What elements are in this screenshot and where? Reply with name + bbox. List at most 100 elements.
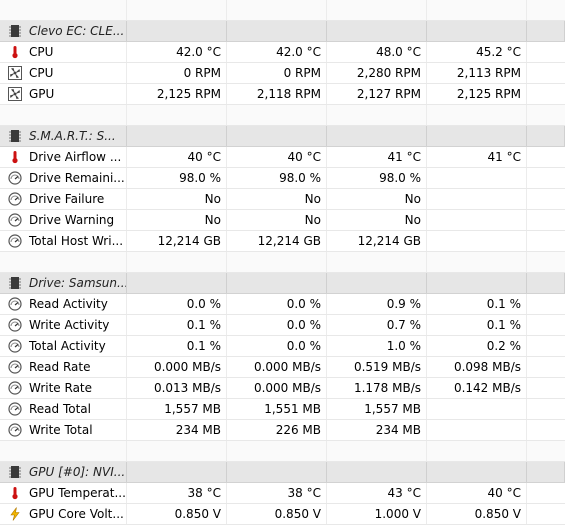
current-value: No (127, 210, 227, 230)
empty-cell (0, 441, 127, 461)
empty-cell (527, 126, 565, 146)
max-value: 2,127 RPM (327, 84, 427, 104)
empty-cell (527, 0, 565, 20)
empty-cell (0, 252, 127, 272)
min-value: 1,551 MB (227, 399, 327, 419)
gauge-icon (8, 171, 22, 185)
current-value: 1,557 MB (127, 399, 227, 419)
sensor-row[interactable]: Write Rate 0.013 MB/s 0.000 MB/s 1.178 MB/s… (0, 378, 565, 399)
average-value (427, 105, 527, 125)
current-value: 0.0 % (127, 294, 227, 314)
chip-icon (8, 276, 22, 290)
max-value: 48.0 °C (327, 42, 427, 62)
average-value: 2,113 RPM (427, 63, 527, 83)
average-value: 0.142 MB/s (427, 378, 527, 398)
sensor-label: Drive Remaini... (29, 171, 125, 185)
average-value: 40 °C (427, 483, 527, 503)
min-value: 0.000 MB/s (227, 378, 327, 398)
max-value: 1.0 % (327, 336, 427, 356)
sensor-label: Read Rate (29, 360, 91, 374)
max-value: No (327, 189, 427, 209)
min-value (227, 441, 327, 461)
sensor-label: GPU Core Volt... (29, 507, 124, 521)
sensor-row[interactable]: GPU 2,125 RPM 2,118 RPM 2,127 RPM 2,125 RPM (0, 84, 565, 105)
average-value: 0.2 % (427, 336, 527, 356)
current-value (127, 252, 227, 272)
thermometer-icon (8, 486, 22, 500)
max-value (327, 105, 427, 125)
min-value: No (227, 189, 327, 209)
average-value: 0.850 V (427, 504, 527, 524)
sensor-label: CPU (29, 66, 54, 80)
sensor-row[interactable]: CPU 0 RPM 0 RPM 2,280 RPM 2,113 RPM (0, 63, 565, 84)
empty-cell (527, 273, 565, 293)
average-value (427, 462, 527, 482)
sensor-row[interactable]: Drive Warning No No No (0, 210, 565, 231)
spacer-row (0, 441, 565, 462)
sensor-row[interactable]: Total Host Wri... 12,214 GB 12,214 GB 12,21… (0, 231, 565, 252)
sensor-name-cell: Drive: Samsun... (0, 273, 127, 293)
sensor-name-cell: Write Activity (0, 315, 127, 335)
current-value (127, 105, 227, 125)
lightning-icon (8, 507, 22, 521)
sensor-row[interactable]: Write Activity 0.1 % 0.0 % 0.7 % 0.1 % (0, 315, 565, 336)
max-value: 2,280 RPM (327, 63, 427, 83)
sensor-label: Total Host Wri... (29, 234, 124, 248)
max-value (327, 252, 427, 272)
min-value: 38 °C (227, 483, 327, 503)
fan-icon (8, 66, 22, 80)
sensor-name-cell: Read Activity (0, 294, 127, 314)
min-value: 12,214 GB (227, 231, 327, 251)
gauge-icon (8, 360, 22, 374)
sensor-label: Read Total (29, 402, 91, 416)
empty-cell (527, 378, 565, 398)
sensor-group-header[interactable]: S.M.A.R.T.: S... (0, 126, 565, 147)
gauge-icon (8, 318, 22, 332)
average-value: 0.1 % (427, 294, 527, 314)
min-value: 98.0 % (227, 168, 327, 188)
current-value: 12,214 GB (127, 231, 227, 251)
sensor-row[interactable]: Drive Airflow ... 40 °C 40 °C 41 °C 41 °C (0, 147, 565, 168)
sensor-row[interactable]: Total Activity 0.1 % 0.0 % 1.0 % 0.2 % (0, 336, 565, 357)
current-value: 0.013 MB/s (127, 378, 227, 398)
sensor-row[interactable]: GPU Temperat... 38 °C 38 °C 43 °C 40 °C (0, 483, 565, 504)
empty-cell (527, 189, 565, 209)
min-value: 0.0 % (227, 336, 327, 356)
sensor-name-cell: S.M.A.R.T.: S... (0, 126, 127, 146)
empty-cell (527, 147, 565, 167)
sensor-row[interactable]: GPU Core Volt... 0.850 V 0.850 V 1.000 V 0.8… (0, 504, 565, 525)
current-value: 0.1 % (127, 336, 227, 356)
max-value: 0.519 MB/s (327, 357, 427, 377)
min-value: No (227, 210, 327, 230)
current-value: 98.0 % (127, 168, 227, 188)
group-title: Drive: Samsun... (29, 276, 127, 290)
sensor-row[interactable]: Read Activity 0.0 % 0.0 % 0.9 % 0.1 % (0, 294, 565, 315)
chip-icon (8, 465, 22, 479)
sensor-row[interactable]: Drive Failure No No No (0, 189, 565, 210)
sensor-group-header[interactable]: Drive: Samsun... (0, 273, 565, 294)
empty-cell (527, 84, 565, 104)
max-value: No (327, 210, 427, 230)
sensor-group-header[interactable]: Clevo EC: CLE... (0, 21, 565, 42)
current-value: 0.000 MB/s (127, 357, 227, 377)
sensor-row[interactable]: Write Total 234 MB 226 MB 234 MB (0, 420, 565, 441)
thermometer-icon (8, 45, 22, 59)
sensor-row[interactable]: Drive Remaini... 98.0 % 98.0 % 98.0 % (0, 168, 565, 189)
average-value (427, 126, 527, 146)
average-value (427, 399, 527, 419)
empty-cell (527, 462, 565, 482)
group-title: Clevo EC: CLE... (29, 24, 125, 38)
empty-cell (0, 105, 127, 125)
sensor-group-header[interactable]: GPU [#0]: NVI... (0, 462, 565, 483)
average-value (427, 210, 527, 230)
sensor-row[interactable]: Read Rate 0.000 MB/s 0.000 MB/s 0.519 MB/s 0… (0, 357, 565, 378)
average-value (427, 420, 527, 440)
sensor-label: Drive Airflow ... (29, 150, 122, 164)
sensor-name-cell: GPU [#0]: NVI... (0, 462, 127, 482)
sensor-name-cell: CPU (0, 42, 127, 62)
min-value: 0.000 MB/s (227, 357, 327, 377)
gauge-icon (8, 192, 22, 206)
sensor-row[interactable]: Read Total 1,557 MB 1,551 MB 1,557 MB (0, 399, 565, 420)
sensor-label: CPU (29, 45, 54, 59)
sensor-row[interactable]: CPU 42.0 °C 42.0 °C 48.0 °C 45.2 °C (0, 42, 565, 63)
